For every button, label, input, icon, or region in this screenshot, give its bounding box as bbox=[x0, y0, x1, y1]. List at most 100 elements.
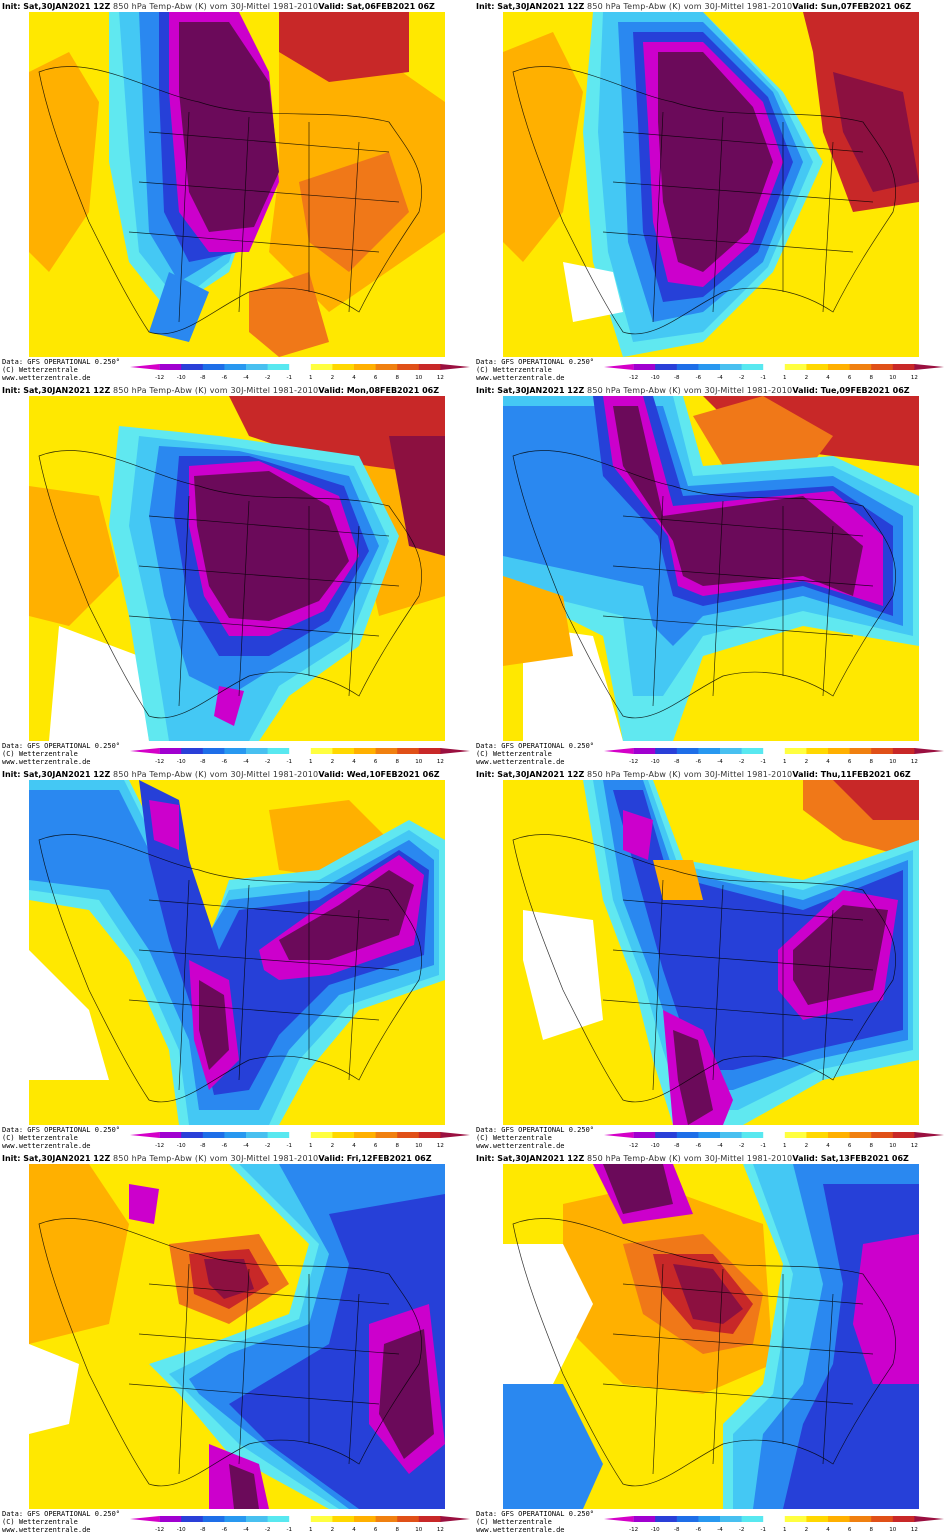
panel-footer: Data: GFS OPERATIONAL 0.250° (C) Wetterze… bbox=[476, 1126, 606, 1150]
colorbar-segment bbox=[914, 748, 944, 754]
colorbar-tick-label: 4 bbox=[352, 759, 356, 765]
anomaly-region bbox=[613, 406, 863, 596]
colorbar-segment bbox=[440, 1132, 470, 1138]
colorbar-segment bbox=[418, 748, 441, 754]
init-label: Init: bbox=[2, 386, 24, 395]
colorbar-legend: -12 -10 -8 -6 -4 -2 -1 1 2 4 6 8 10 12 bbox=[602, 362, 946, 382]
colorbar-segment bbox=[741, 1516, 764, 1522]
colorbar-segment bbox=[440, 364, 470, 370]
colorbar-tick-label: 2 bbox=[331, 1143, 335, 1149]
colorbar-segment bbox=[332, 1516, 355, 1522]
forecast-panel: Init: Sat,30JAN2021 12Z 850 hPa Temp-Abw… bbox=[474, 768, 948, 1152]
colorbar-tick-label: 6 bbox=[848, 1143, 852, 1149]
colorbar-segment bbox=[246, 1132, 269, 1138]
colorbar-segment bbox=[698, 364, 721, 370]
colorbar-tick-label: -8 bbox=[674, 1527, 680, 1533]
colorbar-tick-label: -8 bbox=[200, 375, 206, 381]
init-label: Init: bbox=[2, 1154, 24, 1163]
colorbar-tick-label: -4 bbox=[243, 1527, 249, 1533]
colorbar-tick-label: -12 bbox=[629, 375, 638, 381]
coastline-borders bbox=[512, 834, 897, 1103]
colorbar-tick-label: 12 bbox=[911, 375, 918, 381]
colorbar-segment bbox=[224, 1516, 247, 1522]
map-description: 850 hPa Temp-Abw (K) vom 30J-Mittel 1981… bbox=[587, 770, 793, 779]
valid-time: Sat,13FEB2021 06Z bbox=[820, 1154, 909, 1163]
map-description: 850 hPa Temp-Abw (K) vom 30J-Mittel 1981… bbox=[587, 2, 793, 11]
colorbar-segment bbox=[676, 748, 699, 754]
colorbar-segment bbox=[224, 748, 247, 754]
colorbar-segment bbox=[397, 1132, 420, 1138]
anomaly-region bbox=[49, 626, 149, 741]
colorbar-tick-label: 2 bbox=[805, 1143, 809, 1149]
colorbar-tick-label: -1 bbox=[760, 759, 765, 765]
colorbar-segment bbox=[310, 1132, 333, 1138]
init-value: Sat,30JAN2021 12Z bbox=[23, 386, 114, 395]
colorbar-segment bbox=[354, 748, 377, 754]
copyright-text: (C) Wetterzentrale bbox=[2, 1518, 78, 1526]
colorbar-segment bbox=[763, 364, 786, 370]
forecast-panel: Init: Sat,30JAN2021 12Z 850 hPa Temp-Abw… bbox=[0, 384, 474, 768]
colorbar-segment bbox=[892, 1132, 915, 1138]
colorbar-segment bbox=[289, 1516, 312, 1522]
colorbar-segment bbox=[655, 748, 678, 754]
colorbar-segment bbox=[130, 1132, 160, 1138]
anomaly-region bbox=[29, 1344, 79, 1434]
colorbar-tick-label: -10 bbox=[177, 1143, 186, 1149]
colorbar-segment bbox=[181, 364, 204, 370]
colorbar-tick-label: -1 bbox=[760, 1143, 765, 1149]
colorbar-segment bbox=[849, 1132, 872, 1138]
colorbar-segment bbox=[849, 748, 872, 754]
colorbar-segment bbox=[849, 364, 872, 370]
temperature-anomaly-map bbox=[503, 1164, 919, 1509]
colorbar-segment bbox=[397, 748, 420, 754]
colorbar-segment bbox=[784, 364, 807, 370]
colorbar-segment bbox=[741, 748, 764, 754]
colorbar-segment bbox=[914, 364, 944, 370]
data-source-text: Data: GFS OPERATIONAL 0.250° bbox=[2, 1510, 121, 1518]
init-label: Init: bbox=[476, 1154, 498, 1163]
anomaly-region bbox=[523, 910, 603, 1040]
temperature-anomaly-map bbox=[29, 1164, 445, 1509]
panel-header: Init: Sat,30JAN2021 12Z 850 hPa Temp-Abw… bbox=[2, 1153, 472, 1164]
colorbar-tick-label: -1 bbox=[760, 1527, 765, 1533]
colorbar-tick-label: -2 bbox=[265, 375, 270, 381]
colorbar-tick-label: 2 bbox=[331, 759, 335, 765]
colorbar-segment bbox=[720, 1132, 743, 1138]
copyright-text: (C) Wetterzentrale bbox=[476, 1518, 552, 1526]
colorbar-segment bbox=[633, 748, 656, 754]
colorbar-segment bbox=[354, 1132, 377, 1138]
anomaly-region bbox=[249, 272, 329, 357]
colorbar-segment bbox=[720, 748, 743, 754]
data-source-text: Data: GFS OPERATIONAL 0.250° bbox=[2, 358, 121, 366]
anomaly-region bbox=[229, 1464, 259, 1509]
valid-time: Sat,06FEB2021 06Z bbox=[346, 2, 435, 11]
anomaly-region bbox=[194, 471, 349, 621]
colorbar-segment bbox=[698, 1132, 721, 1138]
panel-footer: Data: GFS OPERATIONAL 0.250° (C) Wetterze… bbox=[2, 1126, 132, 1150]
panel-header: Init: Sat,30JAN2021 12Z 850 hPa Temp-Abw… bbox=[476, 1153, 946, 1164]
map-description: 850 hPa Temp-Abw (K) vom 30J-Mittel 1981… bbox=[587, 1154, 793, 1163]
colorbar-segment bbox=[267, 364, 290, 370]
colorbar-legend: -12 -10 -8 -6 -4 -2 -1 1 2 4 6 8 10 12 bbox=[602, 746, 946, 766]
panel-header: Init: Sat,30JAN2021 12Z 850 hPa Temp-Abw… bbox=[2, 769, 472, 780]
anomaly-region bbox=[503, 1384, 603, 1509]
map-description: 850 hPa Temp-Abw (K) vom 30J-Mittel 1981… bbox=[113, 386, 319, 395]
colorbar-tick-label: -10 bbox=[651, 759, 660, 765]
colorbar-segment bbox=[871, 1516, 894, 1522]
website-url: www.wetterzentrale.de bbox=[476, 758, 565, 766]
colorbar-legend: -12 -10 -8 -6 -4 -2 -1 1 2 4 6 8 10 12 bbox=[128, 1514, 472, 1534]
colorbar-segment bbox=[892, 748, 915, 754]
panel-header: Init: Sat,30JAN2021 12Z 850 hPa Temp-Abw… bbox=[2, 385, 472, 396]
colorbar-segment bbox=[289, 1132, 312, 1138]
copyright-text: (C) Wetterzentrale bbox=[2, 366, 78, 374]
colorbar-segment bbox=[181, 1516, 204, 1522]
anomaly-region bbox=[29, 1164, 129, 1344]
colorbar-tick-label: -12 bbox=[155, 1527, 164, 1533]
panel-footer: Data: GFS OPERATIONAL 0.250° (C) Wetterze… bbox=[476, 1510, 606, 1534]
colorbar-segment bbox=[655, 1516, 678, 1522]
data-source-text: Data: GFS OPERATIONAL 0.250° bbox=[476, 1126, 595, 1134]
colorbar-segment bbox=[914, 1132, 944, 1138]
colorbar-tick-label: -6 bbox=[696, 375, 702, 381]
colorbar-segment bbox=[246, 748, 269, 754]
colorbar-segment bbox=[159, 1132, 182, 1138]
